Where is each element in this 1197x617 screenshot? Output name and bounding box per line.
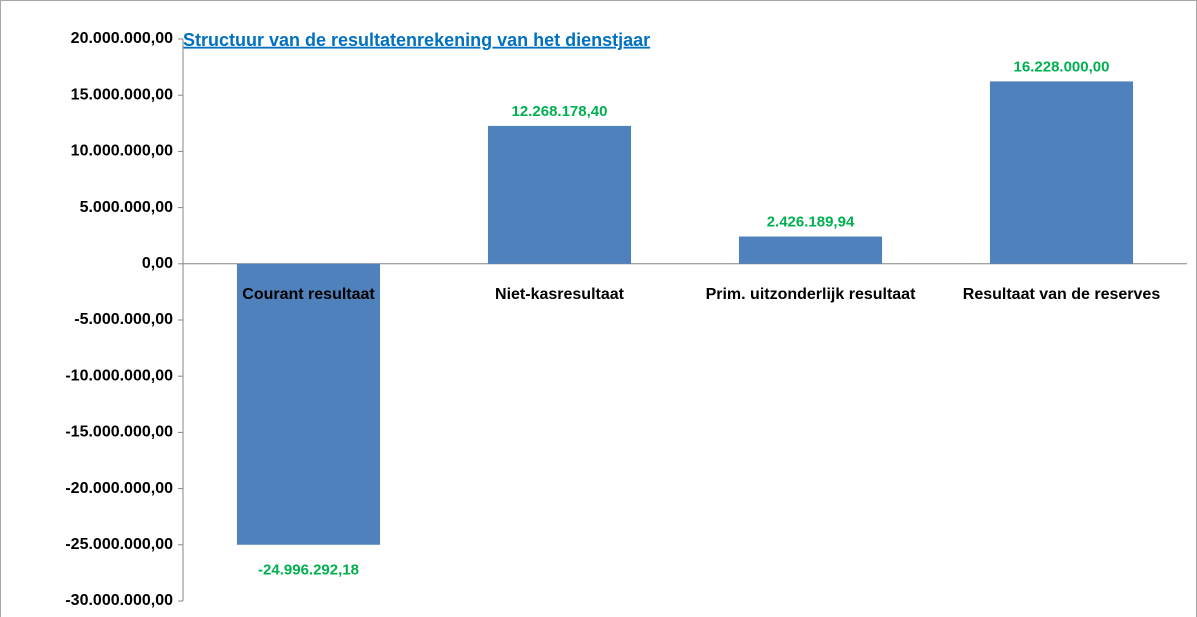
y-tick-label: -15.000.000,00 (65, 424, 173, 441)
value-label: 2.426.189,94 (767, 213, 855, 230)
bar (738, 236, 883, 264)
x-tick-label: Courant resultaat (242, 285, 375, 303)
x-tick-label: Resultaat van de reserves (962, 285, 1161, 303)
value-label: -24.996.292,18 (258, 562, 359, 579)
chart-title: Structuur van de resultatenrekening van … (183, 30, 650, 50)
y-tick-label: 5.000.000,00 (80, 199, 174, 216)
y-tick-label: -5.000.000,00 (74, 311, 173, 328)
x-tick-label: Prim. uitzonderlijk resultaat (705, 285, 916, 303)
y-tick-label: 10.000.000,00 (71, 143, 173, 160)
y-tick-label: -25.000.000,00 (65, 536, 173, 553)
y-tick-label: -10.000.000,00 (65, 367, 173, 384)
bar (236, 263, 381, 545)
y-tick-label: -20.000.000,00 (65, 480, 173, 497)
bar (989, 81, 1134, 264)
bar (487, 125, 632, 264)
x-tick-label: Niet-kasresultaat (495, 285, 624, 303)
value-label: 12.268.178,40 (512, 103, 608, 120)
y-tick-label: 0,00 (142, 255, 173, 272)
y-tick-label: 20.000.000,00 (71, 30, 173, 47)
value-label: 16.228.000,00 (1014, 58, 1110, 75)
y-tick-label: 15.000.000,00 (71, 86, 173, 103)
y-tick-label: -30.000.000,00 (65, 592, 173, 609)
